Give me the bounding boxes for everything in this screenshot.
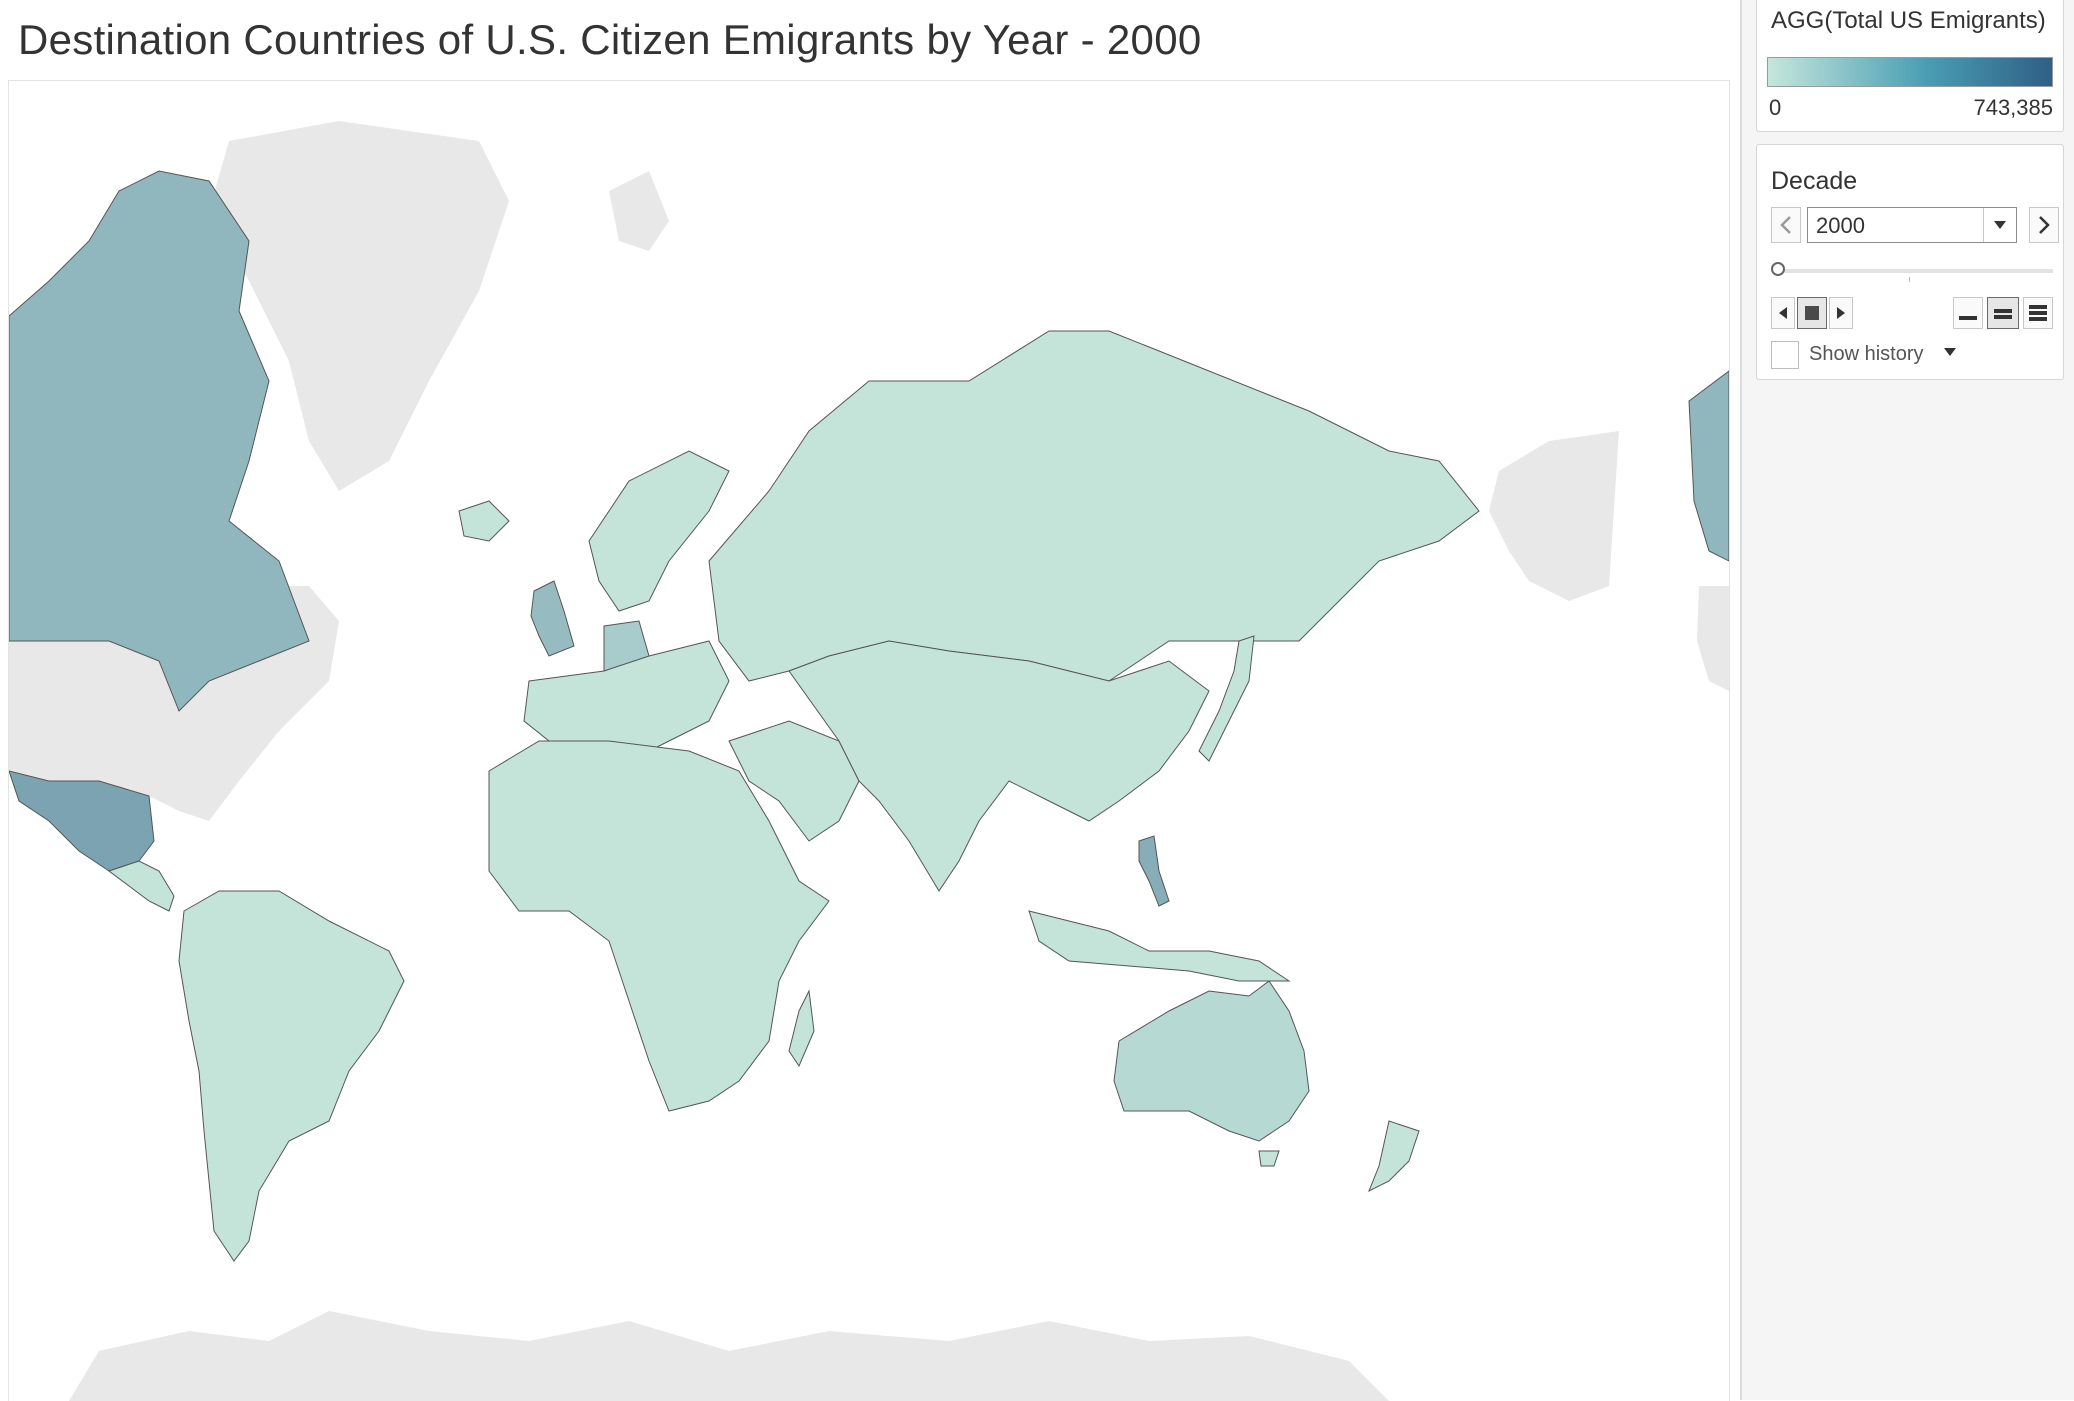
speed-medium-icon <box>1994 309 2012 319</box>
central-america-shape[interactable] <box>107 860 175 912</box>
next-value-button[interactable] <box>2029 207 2059 243</box>
greenland-shape[interactable] <box>209 121 509 491</box>
speed-slow-button[interactable] <box>1953 297 1983 329</box>
middle-east-shape[interactable] <box>728 720 860 842</box>
speed-fast-icon <box>2029 305 2047 321</box>
right-panel: AGG(Total US Emigrants) 0 743,385 Decade… <box>1740 0 2074 1400</box>
speed-medium-button[interactable] <box>1987 297 2019 329</box>
madagascar-shape[interactable] <box>788 989 815 1068</box>
previous-value-button[interactable] <box>1771 207 1801 243</box>
legend-gradient-bar <box>1767 57 2053 87</box>
decade-selected-value: 2000 <box>1816 213 1865 238</box>
canada-shape[interactable] <box>9 170 310 712</box>
legend-min-label: 0 <box>1769 95 1782 120</box>
africa-shape[interactable] <box>488 740 830 1112</box>
chevron-right-icon <box>2039 216 2050 234</box>
play-backward-button[interactable] <box>1771 297 1795 329</box>
australia-shape[interactable] <box>1113 980 1310 1142</box>
alaska-shape[interactable] <box>1489 431 1619 601</box>
tasmania-shape[interactable] <box>1258 1150 1280 1167</box>
world-map-canvas[interactable] <box>9 81 1729 1401</box>
chevron-left-icon <box>1780 216 1791 234</box>
iceland-shape[interactable] <box>458 500 510 542</box>
slider-tick <box>1909 277 1910 282</box>
play-forward-button[interactable] <box>1829 297 1853 329</box>
page-title: Destination Countries of U.S. Citizen Em… <box>18 16 1202 63</box>
play-forward-icon <box>1837 307 1845 319</box>
show-history-label: Show history <box>1809 343 1924 365</box>
decade-filter-title: Decade <box>1771 167 1858 195</box>
russia-shape[interactable] <box>708 330 1480 682</box>
canada-east-shape[interactable] <box>1688 370 1729 562</box>
stop-icon <box>1805 306 1819 320</box>
decade-filter: Decade 2000 <box>1756 144 2064 380</box>
europe-shape[interactable] <box>523 640 730 762</box>
play-backward-icon <box>1779 307 1787 319</box>
asia-shape[interactable] <box>788 640 1210 892</box>
decade-slider-thumb[interactable] <box>1771 262 1785 276</box>
decade-dropdown[interactable]: 2000 <box>1807 207 2017 243</box>
united-kingdom-shape[interactable] <box>530 580 575 657</box>
arctic-island-shape[interactable] <box>609 171 669 251</box>
legend-max-label: 743,385 <box>1973 95 2053 120</box>
show-history-checkbox[interactable] <box>1771 341 1799 369</box>
antarctica-shape[interactable] <box>69 1311 1389 1401</box>
japan-shape[interactable] <box>1198 635 1255 762</box>
speed-fast-button[interactable] <box>2023 297 2053 329</box>
legend-title: AGG(Total US Emigrants) <box>1771 7 2046 34</box>
dropdown-arrow-icon[interactable] <box>1983 208 2016 242</box>
philippines-shape[interactable] <box>1138 835 1170 907</box>
speed-slow-icon <box>1959 316 1977 320</box>
new-zealand-shape[interactable] <box>1368 1120 1420 1193</box>
world-map[interactable] <box>8 80 1730 1401</box>
southeast-asia-islands-shape[interactable] <box>1028 910 1291 982</box>
decade-slider-track[interactable] <box>1779 269 2053 273</box>
antarctica-small-shape[interactable] <box>209 1371 309 1401</box>
south-america-shape[interactable] <box>178 890 405 1262</box>
stop-button[interactable] <box>1797 297 1827 329</box>
usa-west-shape[interactable] <box>1697 586 1729 691</box>
caret-down-icon[interactable] <box>1943 347 1957 357</box>
color-legend: AGG(Total US Emigrants) 0 743,385 <box>1756 0 2064 132</box>
scandinavia-shape[interactable] <box>588 450 730 612</box>
